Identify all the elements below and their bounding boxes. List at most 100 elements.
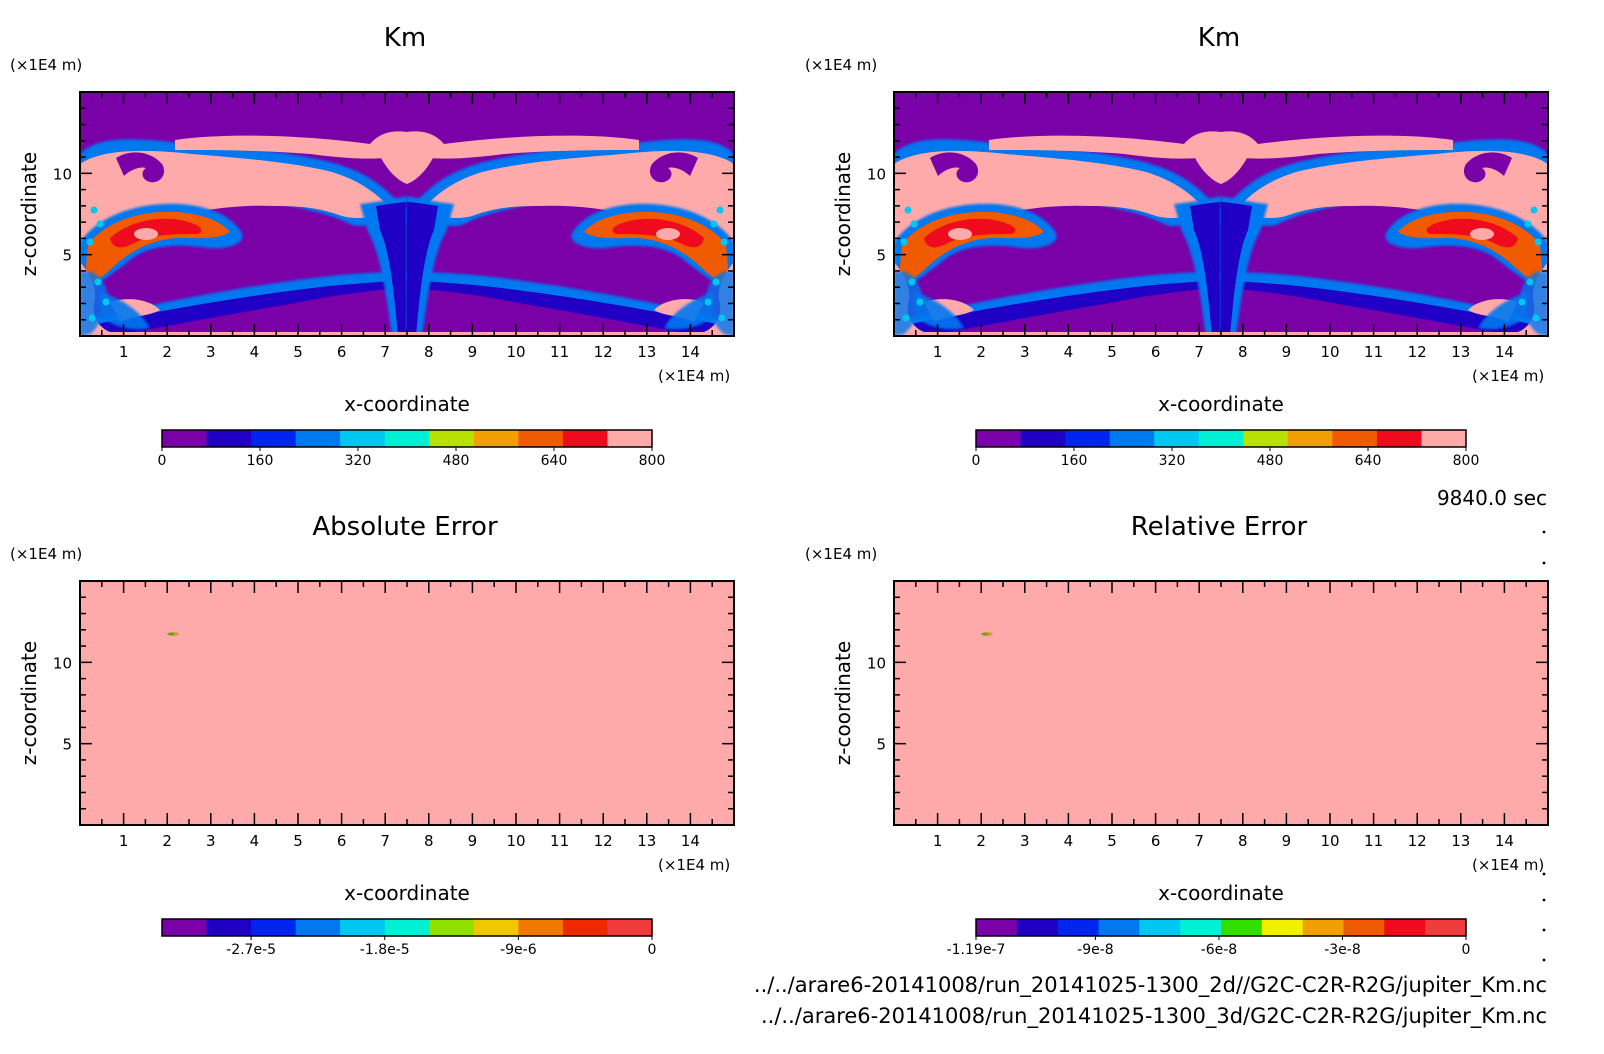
colorbar-tick-label: 320 xyxy=(1159,453,1186,469)
x-tick-label: 9 xyxy=(468,343,478,361)
colorbar-tick-label: -9e-8 xyxy=(1077,942,1114,958)
colorbar-tick-label: 0 xyxy=(648,942,657,958)
x-tick-label: 13 xyxy=(1451,832,1470,850)
x-tick-label: 4 xyxy=(250,832,260,850)
x-tick-label: 11 xyxy=(550,832,569,850)
colorbar-swatch xyxy=(295,430,341,447)
colorbar-swatch xyxy=(1139,919,1181,936)
colorbar-tick-label: -6e-8 xyxy=(1201,942,1238,958)
colorbar-tick-label: 320 xyxy=(345,453,372,469)
x-tick-label: 6 xyxy=(1151,832,1161,850)
colorbar-swatch xyxy=(162,430,208,447)
x-axis-label: x-coordinate xyxy=(1158,392,1284,416)
x-tick-label: 1 xyxy=(933,832,943,850)
colorbar-tick-label: 0 xyxy=(158,453,167,469)
x-tick-label: 7 xyxy=(380,832,390,850)
x-tick-label: 9 xyxy=(468,832,478,850)
colorbar-swatch xyxy=(1302,919,1345,936)
colorbar-frame xyxy=(975,429,1467,448)
x-tick-label: 5 xyxy=(293,343,303,361)
colorbar-tick-label: -1.19e-7 xyxy=(947,942,1006,958)
colorbar-swatch xyxy=(1198,430,1244,447)
x-tick-label: 3 xyxy=(1020,343,1030,361)
x-ticks: 1 2 3 4 5 6 7 8 9 10 11 12 13 14 xyxy=(101,581,713,850)
colorbar: 0 160 320 480 640 800 xyxy=(158,429,665,469)
x-tick-label: 1 xyxy=(933,343,943,361)
x-ticks: 1 2 3 4 5 6 7 8 9 10 11 12 13 14 xyxy=(915,92,1527,361)
y-unit-label: (×1E4 m) xyxy=(10,545,82,563)
y-tick-label: 5 xyxy=(62,247,72,265)
colorbar-swatch xyxy=(1057,919,1100,936)
colorbar-frame xyxy=(161,429,653,448)
x-tick-label: 7 xyxy=(1194,832,1204,850)
colorbar-swatch xyxy=(251,430,297,447)
colorbar-swatch xyxy=(607,919,653,936)
y-axis-label: z-coordinate xyxy=(831,152,855,276)
colorbar-tick-label: -1.8e-5 xyxy=(360,942,410,958)
x-tick-label: 6 xyxy=(1151,343,1161,361)
colorbar-tick-label: 0 xyxy=(1462,942,1471,958)
x-tick-label: 8 xyxy=(424,343,434,361)
panel-title: Km xyxy=(384,23,426,53)
error-speck xyxy=(167,632,179,636)
margin-dots xyxy=(1542,530,1546,962)
x-tick-label: 14 xyxy=(681,343,700,361)
y-tick-label: 5 xyxy=(876,736,886,754)
panel-km-right: Km (×1E4 m) 1 2 3 4 5 6 7 8 9 10 11 12 13 14 510 (×1E… xyxy=(805,23,1549,469)
x-tick-label: 11 xyxy=(550,343,569,361)
colorbar-swatch xyxy=(1243,430,1289,447)
colorbar-swatch xyxy=(429,919,475,936)
colorbar-swatch xyxy=(562,919,609,936)
x-unit-label: (×1E4 m) xyxy=(658,367,730,385)
colorbar-swatch xyxy=(518,919,564,936)
x-tick-label: 6 xyxy=(337,343,347,361)
x-tick-label: 4 xyxy=(1064,343,1074,361)
x-tick-label: 2 xyxy=(976,832,986,850)
y-axis-label: z-coordinate xyxy=(831,641,855,765)
y-ticks: 5 10 xyxy=(53,596,734,810)
km-field xyxy=(80,92,734,336)
colorbar-tick-label: 640 xyxy=(541,453,568,469)
x-tick-label: 12 xyxy=(594,343,613,361)
colorbar-swatch xyxy=(1376,430,1423,447)
colorbar-swatch xyxy=(976,919,1018,936)
colorbar-swatch xyxy=(1343,919,1385,936)
x-tick-label: 2 xyxy=(162,343,172,361)
panel-title: Absolute Error xyxy=(312,512,498,542)
colorbar-swatch xyxy=(162,919,208,936)
y-tick-label: 10 xyxy=(53,654,72,672)
colorbar-swatch xyxy=(206,430,252,447)
colorbar-tick-label: -3e-8 xyxy=(1324,942,1361,958)
x-axis-label: x-coordinate xyxy=(1158,881,1284,905)
x-tick-label: 8 xyxy=(1238,343,1248,361)
panel-absolute-error: Absolute Error (×1E4 m) 1 2 3 4 5 6 7 8 9 10 11 12 1… xyxy=(10,512,735,958)
x-tick-label: 10 xyxy=(1320,832,1339,850)
colorbar-tick-label: 640 xyxy=(1355,453,1382,469)
panel-relative-error: Relative Error (×1E4 m) 1 2 3 4 5 6 7 8 9 10 11 12 1… xyxy=(805,512,1549,958)
colorbar-tick-label: 0 xyxy=(972,453,981,469)
x-tick-label: 8 xyxy=(1238,832,1248,850)
colorbar-tick-label: 160 xyxy=(1061,453,1088,469)
colorbar-swatch xyxy=(562,430,609,447)
colorbar-swatch xyxy=(1065,430,1111,447)
x-tick-label: 9 xyxy=(1282,832,1292,850)
panel-title: Relative Error xyxy=(1131,512,1308,542)
y-unit-label: (×1E4 m) xyxy=(805,56,877,74)
colorbar-swatch xyxy=(384,919,430,936)
x-tick-label: 3 xyxy=(206,343,216,361)
colorbar-swatch xyxy=(607,430,653,447)
x-tick-label: 13 xyxy=(1451,343,1470,361)
colorbar-frame xyxy=(975,918,1467,937)
colorbar-frame xyxy=(161,918,653,937)
colorbar-swatch xyxy=(1016,919,1059,936)
colorbar-swatch xyxy=(1421,430,1467,447)
x-tick-label: 10 xyxy=(506,832,525,850)
y-tick-label: 10 xyxy=(867,165,886,183)
colorbar-tick-label: -9e-6 xyxy=(500,942,537,958)
colorbar: 0 160 320 480 640 800 xyxy=(972,429,1479,469)
x-unit-label: (×1E4 m) xyxy=(658,856,730,874)
y-ticks: 5 10 xyxy=(867,596,1548,810)
y-tick-label: 10 xyxy=(53,165,72,183)
colorbar-tick-label: 160 xyxy=(247,453,274,469)
